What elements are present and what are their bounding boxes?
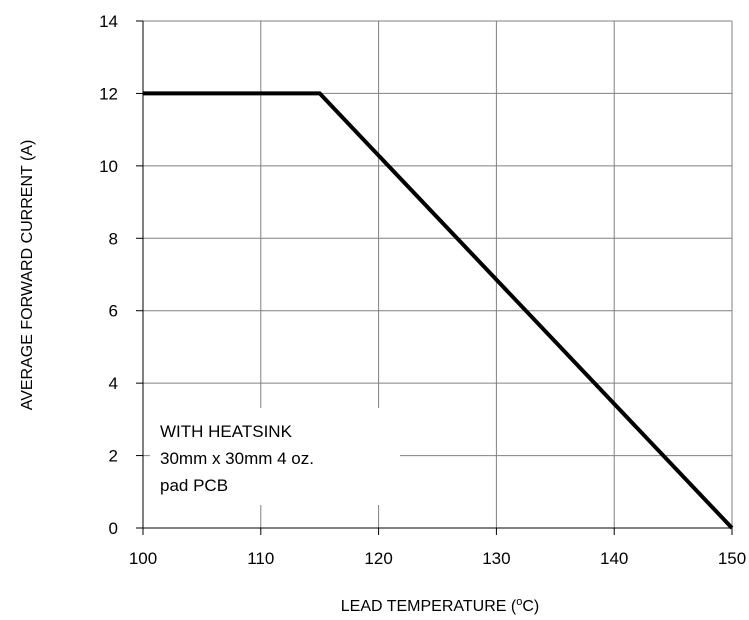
annotation: WITH HEATSINK 30mm x 30mm 4 oz. pad PCB [160,422,314,495]
y-axis-title: AVERAGE FORWARD CURRENT (A) [19,140,36,411]
annotation-line-1: WITH HEATSINK [160,422,293,441]
y-tick-label: 12 [99,84,118,103]
x-tick-label: 130 [482,549,510,568]
series-line [143,91,734,530]
x-tick-label: 110 [247,549,274,568]
x-axis-title-main: LEAD TEMPERATURE ( [341,598,517,615]
annotation-box [150,408,400,505]
x-tick-label: 140 [600,549,628,568]
x-axis-title-end: C) [522,598,539,615]
x-axis-title-superscript: o [516,596,522,608]
y-tick-label: 14 [99,12,118,31]
annotation-background [150,408,400,505]
y-tick-label: 0 [109,519,118,538]
y-tick-label: 4 [109,374,118,393]
x-tick-label: 100 [129,549,157,568]
y-tick-label: 8 [109,229,118,248]
annotation-line-2: 30mm x 30mm 4 oz. [160,449,314,468]
y-tick-label: 10 [99,157,118,176]
y-tick-label: 2 [109,447,118,466]
annotation-line-3: pad PCB [160,476,228,495]
y-tick-label: 6 [109,302,118,321]
tick-labels: 0 2 4 6 8 10 12 14 100 110 120 130 140 150 [99,12,746,568]
x-axis-title: LEAD TEMPERATURE (oC) [341,596,539,615]
series-group [143,91,734,530]
x-tick-label: 120 [364,549,392,568]
axes [136,20,733,535]
x-tick-label: 150 [718,549,746,568]
